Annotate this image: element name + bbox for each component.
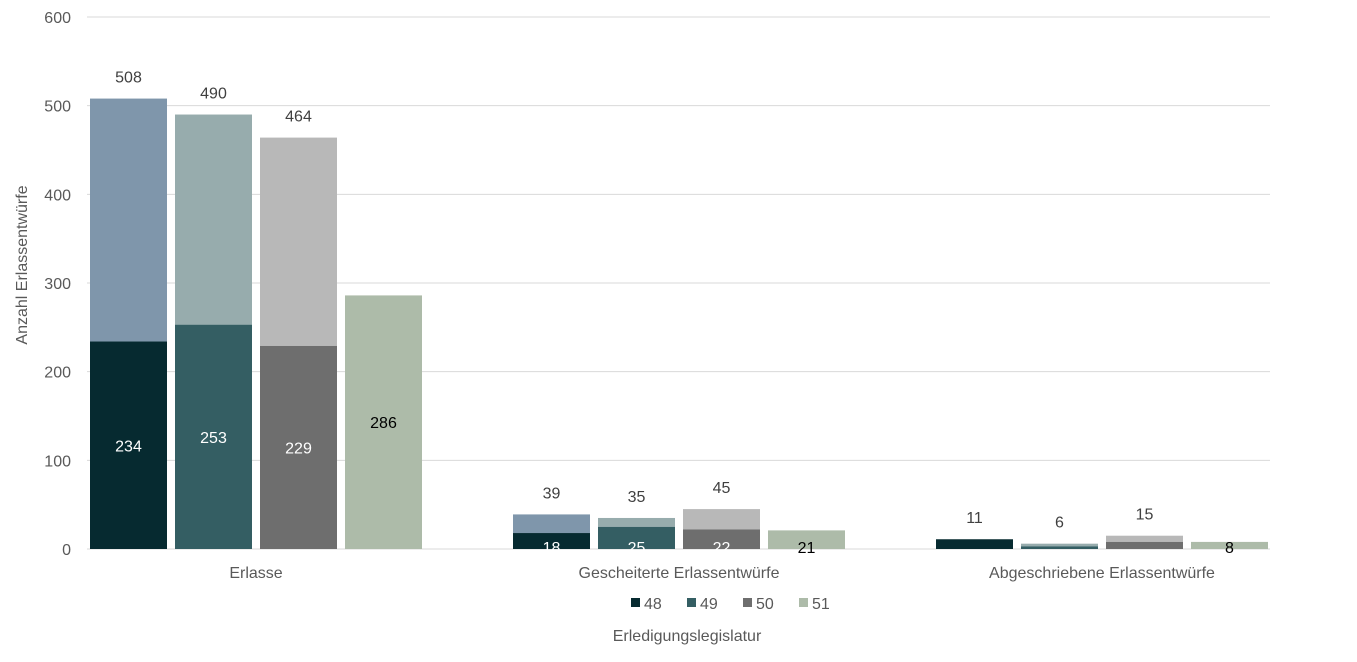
legend-item-label: 48 (644, 596, 662, 613)
y-tick-label: 600 (44, 10, 71, 27)
bar-inner-segment (768, 530, 845, 549)
bar-total-segment (1021, 543, 1098, 547)
y-tick-label: 500 (44, 99, 71, 116)
bar-total-segment (513, 514, 590, 534)
bar-value-label: 25 (628, 540, 646, 557)
bar-total-segment (90, 98, 167, 342)
bar-total-label: 39 (543, 485, 561, 502)
bar-total-label: 490 (200, 86, 227, 103)
legend-item-label: 51 (812, 596, 830, 613)
bar-inner-segment (260, 345, 337, 549)
bar-total-label: 508 (115, 70, 142, 87)
bar-value-label: 22 (713, 540, 731, 557)
bar-total-label: 45 (713, 480, 731, 497)
bar-total-segment (683, 509, 760, 530)
y-tick-label: 200 (44, 365, 71, 382)
data-labels: 234 508 18 39 11 253 490 25 35 6 229 464 22 45 15 286 21… (115, 70, 1234, 557)
bar-inner-segment (936, 539, 1013, 549)
bars (90, 98, 1268, 549)
bar-inner-segment (90, 341, 167, 549)
category-label: Abgeschriebene Erlassentwürfe (989, 565, 1215, 582)
bar-inner-segment (1106, 541, 1183, 549)
legend-item-label: 49 (700, 596, 718, 613)
bar-total-label: 15 (1136, 507, 1154, 524)
legend-swatch (743, 598, 752, 607)
x-axis-title: Erledigungslegislatur (613, 628, 762, 645)
bar-total-label: 35 (628, 489, 646, 506)
bar-inner-segment (1021, 546, 1098, 549)
y-tick-label: 400 (44, 187, 71, 204)
x-axis-categories: Erlasse Gescheiterte Erlassentwürfe Abgesc… (229, 565, 1215, 582)
bar-value-label: 253 (200, 430, 227, 447)
bar-total-label: 464 (285, 109, 312, 126)
y-tick-label: 100 (44, 453, 71, 470)
y-tick-label: 0 (62, 542, 71, 559)
legend-swatch (631, 598, 640, 607)
bar-total-segment (260, 137, 337, 346)
bar-value-label: 21 (798, 540, 816, 557)
category-label: Gescheiterte Erlassentwürfe (579, 565, 780, 582)
bar-inner-segment (513, 533, 590, 549)
bar-value-label: 229 (285, 440, 312, 457)
bar-total-label: 6 (1055, 515, 1064, 532)
bar-inner-segment (345, 295, 422, 549)
y-axis-title: Anzahl Erlassentwürfe (14, 185, 31, 344)
legend: 48 49 50 51 (631, 596, 830, 613)
legend-swatch (799, 598, 808, 607)
bar-value-label: 8 (1225, 540, 1234, 557)
bar-total-segment (175, 114, 252, 325)
bar-total-label: 11 (966, 510, 983, 527)
legend-swatch (687, 598, 696, 607)
bar-value-label: 234 (115, 438, 142, 455)
bar-inner-segment (683, 529, 760, 549)
bar-total-segment (1106, 535, 1183, 542)
y-axis-ticks: 0 100 200 300 400 500 600 (44, 10, 71, 559)
bar-value-label: 286 (370, 415, 397, 432)
category-label: Erlasse (229, 565, 282, 582)
bar-inner-segment (175, 324, 252, 549)
y-tick-label: 300 (44, 276, 71, 293)
legend-item-label: 50 (756, 596, 774, 613)
bar-inner-segment (598, 526, 675, 549)
bar-value-label: 18 (543, 540, 561, 557)
bar-inner-segment (1191, 541, 1268, 549)
bar-total-segment (598, 517, 675, 527)
